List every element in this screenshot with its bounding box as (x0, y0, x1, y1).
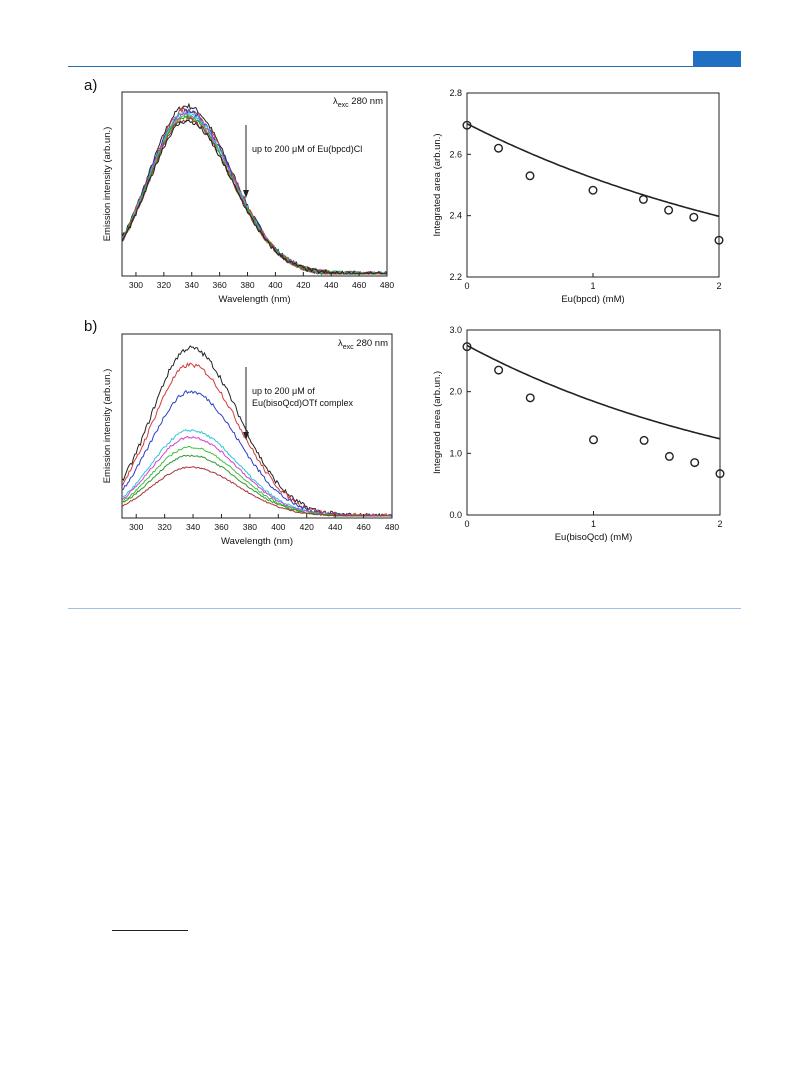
x-tick-label: 400 (268, 280, 282, 290)
x-tick-label: 2 (716, 281, 721, 291)
x-axis-label: Eu(bpcd) (mM) (561, 294, 624, 305)
y-tick-label: 3.0 (449, 325, 462, 335)
y-axis-label: Emission intensity (arb.un.) (102, 369, 113, 484)
spectra-group (122, 345, 392, 517)
x-tick-label: 380 (240, 280, 254, 290)
x-axis-label: Eu(bisoQcd) (mM) (555, 532, 633, 543)
x-tick-label: 300 (129, 522, 143, 532)
plot-frame (121, 91, 388, 277)
spectrum-line (122, 466, 392, 517)
data-point (588, 435, 598, 445)
x-tick-label: 460 (352, 280, 366, 290)
data-point (690, 458, 700, 468)
spectrum-line (122, 119, 387, 275)
data-point (664, 205, 674, 215)
plot-frame (466, 92, 720, 278)
arrow-down-icon (243, 190, 249, 198)
footnote-rule (112, 930, 188, 931)
x-tick-label: 420 (296, 280, 310, 290)
y-tick-label: 1.0 (449, 448, 462, 458)
header-tab (693, 51, 741, 66)
y-tick-label: 0.0 (449, 510, 462, 520)
fit-curve (466, 122, 720, 218)
x-tick-label: 480 (385, 522, 399, 532)
x-tick-label: 440 (324, 280, 338, 290)
data-point (714, 235, 724, 245)
spectrum-line (122, 108, 387, 276)
x-tick-label: 340 (186, 522, 200, 532)
x-tick-label: 460 (356, 522, 370, 532)
y-tick-label: 2.2 (449, 272, 462, 282)
x-tick-label: 440 (328, 522, 342, 532)
y-tick-label: 2.8 (449, 88, 462, 98)
x-tick-label: 300 (129, 280, 143, 290)
data-point (493, 143, 503, 153)
x-tick-label: 480 (380, 280, 394, 290)
x-tick-label: 0 (464, 281, 469, 291)
y-tick-label: 2.6 (449, 149, 462, 159)
data-point (588, 185, 598, 195)
annotation-text: up to 200 μM of (252, 386, 315, 396)
annotation-text: up to 200 μM of Eu(bpcd)Cl (252, 144, 362, 154)
spectrum-line (122, 445, 392, 517)
chart-b-spectra: 300 320 340 360 380 400 420 440 460 480 Wavelength… (102, 333, 399, 547)
y-axis-label: Emission intensity (arb.un.) (102, 127, 113, 242)
plot-frame (121, 333, 393, 519)
y-axis-label: Integrated area (arb.un.) (432, 134, 443, 237)
data-point (525, 171, 535, 181)
spectrum-line (122, 114, 387, 276)
chart-a-area: 2.2 2.4 2.6 2.8 0 1 2 Eu(bpcd) (mM) Integrated a… (432, 88, 724, 305)
y-tick-label: 2.4 (449, 211, 462, 221)
excitation-label: λexc 280 nm (338, 338, 388, 351)
x-tick-label: 2 (717, 519, 722, 529)
x-axis-label: Wavelength (nm) (221, 536, 293, 547)
x-tick-label: 360 (213, 280, 227, 290)
x-tick-label: 360 (214, 522, 228, 532)
x-tick-label: 340 (185, 280, 199, 290)
x-tick-label: 400 (271, 522, 285, 532)
spectrum-line (122, 345, 392, 517)
spectrum-line (122, 106, 387, 275)
spectrum-line (122, 116, 387, 275)
x-tick-label: 320 (158, 522, 172, 532)
data-point (639, 435, 649, 445)
data-point (689, 212, 699, 222)
y-tick-label: 2.0 (449, 387, 462, 397)
x-tick-label: 1 (591, 519, 596, 529)
annotation-text: Eu(bisoQcd)OTf complex (252, 398, 354, 408)
plot-frame (466, 329, 721, 516)
section-separator (68, 608, 741, 609)
spectrum-line (122, 429, 392, 517)
spectrum-line (122, 102, 387, 276)
data-point (494, 365, 504, 375)
header-rule (68, 66, 741, 67)
x-axis-label: Wavelength (nm) (219, 294, 291, 305)
panel-label-b: b) (84, 318, 98, 335)
x-tick-label: 380 (243, 522, 257, 532)
data-point (664, 451, 674, 461)
x-tick-label: 320 (157, 280, 171, 290)
chart-a-spectra: 300 320 340 360 380 400 420 440 460 480 Wavelength… (102, 91, 394, 305)
x-tick-label: 420 (300, 522, 314, 532)
chart-b-area: 0.0 1.0 2.0 3.0 0 1 2 Eu(bisoQcd) (mM) Integrate… (432, 325, 725, 543)
y-axis-label: Integrated area (arb.un.) (432, 371, 443, 474)
panel-label-a: a) (84, 77, 98, 94)
data-point (525, 393, 535, 403)
data-point (462, 120, 472, 130)
spectrum-line (122, 109, 387, 276)
arrow-down-icon (243, 432, 249, 440)
excitation-label: λexc 280 nm (333, 96, 383, 109)
x-tick-label: 1 (590, 281, 595, 291)
x-tick-label: 0 (464, 519, 469, 529)
data-point (715, 469, 725, 479)
spectra-group (122, 102, 387, 276)
data-point (462, 342, 472, 352)
fit-curve (466, 344, 721, 440)
data-point (638, 194, 648, 204)
